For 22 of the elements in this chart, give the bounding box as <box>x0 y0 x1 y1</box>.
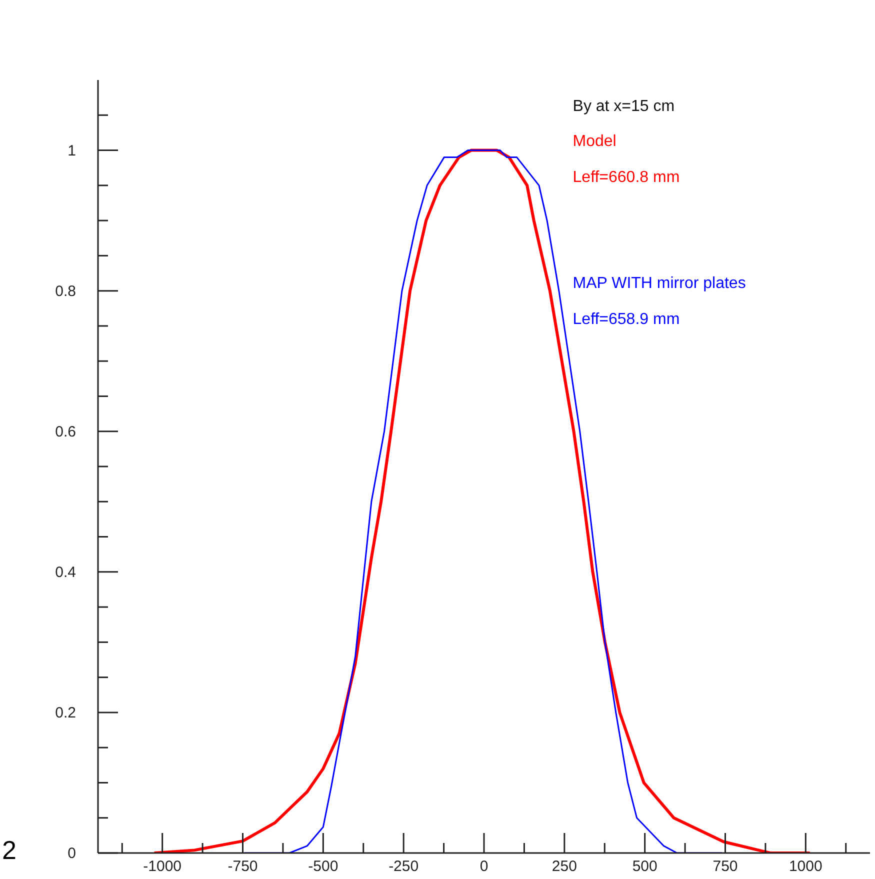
x-tick-label: 500 <box>632 858 658 875</box>
x-tick-label: -1000 <box>143 858 182 875</box>
y-tick-label: 0.6 <box>55 423 76 440</box>
x-tick-label: 0 <box>480 858 488 875</box>
x-tick-label: -250 <box>388 858 419 875</box>
y-tick-label: 0.2 <box>55 704 76 722</box>
x-tick-label: 750 <box>712 858 738 875</box>
line-series <box>152 148 812 853</box>
text: 2 <box>2 835 16 866</box>
series-label: MAP WITH mirror plates <box>572 275 746 293</box>
y-tick-label: 0.8 <box>55 282 76 300</box>
y-tick-label: 0.4 <box>55 564 76 581</box>
y-tick-label: 0 <box>68 845 76 862</box>
x-tick-label: -750 <box>228 858 258 875</box>
x-tick-label: 250 <box>552 858 577 875</box>
text: By at x=15 cm <box>572 98 675 116</box>
annotation: Leff=660.8 mm <box>572 169 680 187</box>
y-tick-label: 1 <box>68 142 76 160</box>
x-tick-label: -500 <box>308 858 338 875</box>
text: Model <box>572 133 616 151</box>
annotation: Leff=658.9 mm <box>572 311 680 329</box>
x-tick-label: 1000 <box>788 858 822 875</box>
